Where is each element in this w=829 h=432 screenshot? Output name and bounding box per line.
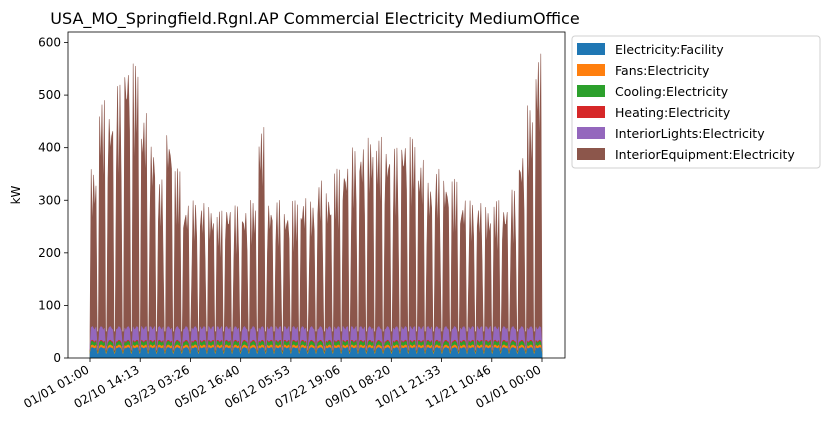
legend-swatch-cooling-electricity <box>577 85 605 97</box>
legend-swatch-interiorequipment-electricity <box>577 148 605 160</box>
legend-label-heating-electricity: Heating:Electricity <box>615 105 731 120</box>
y-tick-label: 500 <box>38 88 61 102</box>
series-area-electricity-facility <box>89 347 543 359</box>
y-tick-label: 200 <box>38 246 61 260</box>
plot-area <box>67 31 566 359</box>
y-tick-label: 400 <box>38 141 61 155</box>
y-tick-label: 300 <box>38 193 61 207</box>
legend: Electricity:Facility Fans:Electricity Cool… <box>571 35 821 169</box>
series-layer <box>89 53 543 359</box>
y-tick-label: 0 <box>53 351 61 365</box>
legend-label-electricity-facility: Electricity:Facility <box>615 42 724 57</box>
chart-title: USA_MO_Springfield.Rgnl.AP Commercial El… <box>50 9 579 29</box>
legend-label-fans-electricity: Fans:Electricity <box>615 63 710 78</box>
legend-label-cooling-electricity: Cooling:Electricity <box>615 84 729 99</box>
series-area-interiorequipment-electricity <box>89 53 543 359</box>
legend-swatch-interiorlights-electricity <box>577 127 605 139</box>
legend-frame <box>571 35 821 169</box>
y-tick-label: 600 <box>38 36 61 50</box>
legend-label-interiorequipment-electricity: InteriorEquipment:Electricity <box>615 147 795 162</box>
legend-swatch-heating-electricity <box>577 106 605 118</box>
plot-frame <box>67 31 566 359</box>
legend-label-interiorlights-electricity: InteriorLights:Electricity <box>615 126 765 141</box>
y-tick-label: 100 <box>38 298 61 312</box>
legend-swatch-electricity-facility <box>577 43 605 55</box>
y-axis: 0 100 200 300 400 500 600 <box>38 36 68 365</box>
legend-swatch-fans-electricity <box>577 64 605 76</box>
y-axis-label: kW <box>9 185 23 204</box>
